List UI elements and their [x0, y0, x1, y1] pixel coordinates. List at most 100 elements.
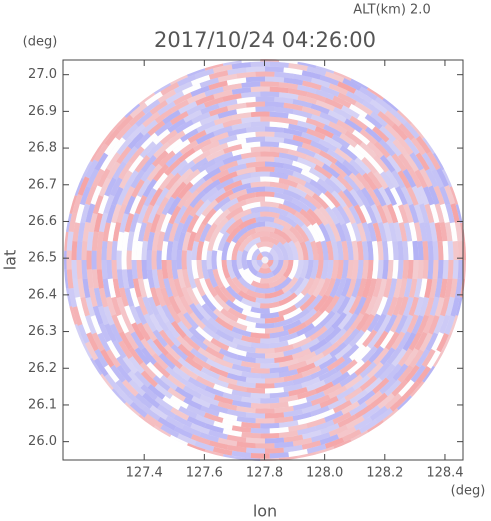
- texture-cell: [313, 294, 329, 312]
- texture-cell: [177, 433, 197, 446]
- texture-cell: [104, 128, 121, 147]
- texture-cell: [218, 171, 238, 184]
- texture-cell: [188, 177, 206, 194]
- texture-cell: [205, 160, 225, 174]
- texture-cell: [204, 222, 218, 242]
- texture-cell: [344, 130, 363, 146]
- texture-cell: [167, 304, 182, 324]
- texture-cell: [390, 187, 403, 207]
- texture-cell: [154, 108, 173, 124]
- texture-cell: [161, 304, 176, 324]
- texture-cell: [236, 156, 256, 166]
- texture-cell: [382, 259, 389, 280]
- texture-cell: [355, 329, 372, 348]
- texture-cell: [384, 314, 398, 334]
- texture-cell: [246, 259, 259, 277]
- texture-cell: [266, 259, 274, 268]
- texture-cell: [294, 277, 310, 297]
- texture-cell: [179, 140, 199, 155]
- texture-cell: [159, 129, 178, 146]
- texture-cell: [367, 222, 377, 242]
- texture-cell: [354, 404, 373, 419]
- texture-cell: [397, 259, 404, 280]
- texture-cell: [287, 259, 299, 280]
- texture-cell: [392, 296, 404, 317]
- texture-cell: [397, 170, 412, 189]
- texture-cell: [236, 96, 256, 104]
- texture-cell: [434, 222, 443, 242]
- texture-cell: [440, 203, 450, 224]
- texture-cell: [245, 437, 266, 444]
- texture-cell: [336, 119, 356, 134]
- texture-cell: [104, 373, 121, 392]
- texture-cell: [186, 214, 200, 234]
- texture-cell: [212, 231, 224, 252]
- texture-cell: [196, 259, 205, 280]
- texture-cell: [386, 347, 402, 366]
- texture-cell: [319, 395, 339, 409]
- texture-cell: [424, 278, 433, 299]
- texture-cell: [335, 278, 347, 298]
- texture-cell: [194, 68, 215, 80]
- texture-cell: [189, 190, 206, 209]
- reflectivity-field: [64, 59, 466, 461]
- texture-cell: [425, 168, 439, 188]
- texture-cell: [110, 364, 126, 383]
- texture-cell: [362, 100, 381, 115]
- texture-cell: [364, 113, 383, 130]
- texture-cell: [269, 329, 290, 339]
- texture-cell: [278, 332, 299, 343]
- texture-cell: [269, 452, 289, 459]
- texture-cell: [367, 170, 383, 190]
- texture-cell: [208, 440, 229, 450]
- texture-cell: [147, 296, 160, 317]
- texture-cell: [131, 259, 138, 279]
- texture-cell: [283, 138, 304, 148]
- texture-cell: [283, 199, 303, 213]
- texture-cell: [264, 76, 285, 83]
- texture-cell: [189, 311, 206, 330]
- texture-cell: [260, 397, 280, 404]
- texture-cell: [255, 216, 275, 223]
- texture-cell: [385, 139, 402, 157]
- texture-cell: [90, 185, 102, 205]
- texture-cell: [127, 132, 144, 150]
- texture-cell: [402, 240, 409, 261]
- texture-cell: [292, 98, 312, 109]
- texture-cell: [245, 351, 266, 359]
- texture-cell: [369, 405, 388, 421]
- texture-cell: [264, 412, 285, 419]
- texture-cell: [68, 212, 78, 233]
- texture-cell: [140, 347, 157, 366]
- texture-cell: [220, 197, 239, 213]
- texture-cell: [414, 331, 428, 351]
- texture-cell: [452, 241, 459, 261]
- texture-cell: [354, 101, 373, 116]
- texture-cell: [222, 93, 242, 102]
- texture-cell: [310, 114, 331, 126]
- y-tick-label: 26.6: [28, 214, 57, 229]
- texture-cell: [264, 387, 284, 394]
- texture-cell: [183, 190, 199, 209]
- texture-cell: [437, 241, 444, 261]
- texture-cell: [106, 349, 121, 368]
- texture-cell: [128, 356, 145, 374]
- texture-cell: [132, 222, 142, 242]
- texture-cell: [361, 156, 378, 175]
- texture-cell: [187, 269, 197, 289]
- texture-cell: [172, 365, 191, 381]
- texture-cell: [186, 404, 206, 418]
- texture-cell: [433, 185, 445, 206]
- texture-cell: [395, 314, 408, 334]
- texture-cell: [126, 231, 135, 251]
- texture-cell: [105, 204, 117, 224]
- texture-cell: [124, 305, 136, 325]
- texture-cell: [222, 59, 242, 66]
- texture-cell: [197, 158, 217, 173]
- texture-cell: [282, 259, 294, 279]
- texture-cell: [200, 140, 220, 154]
- texture-cell: [80, 203, 90, 224]
- texture-cell: [180, 377, 199, 392]
- texture-cell: [347, 359, 365, 376]
- texture-cell: [308, 338, 328, 353]
